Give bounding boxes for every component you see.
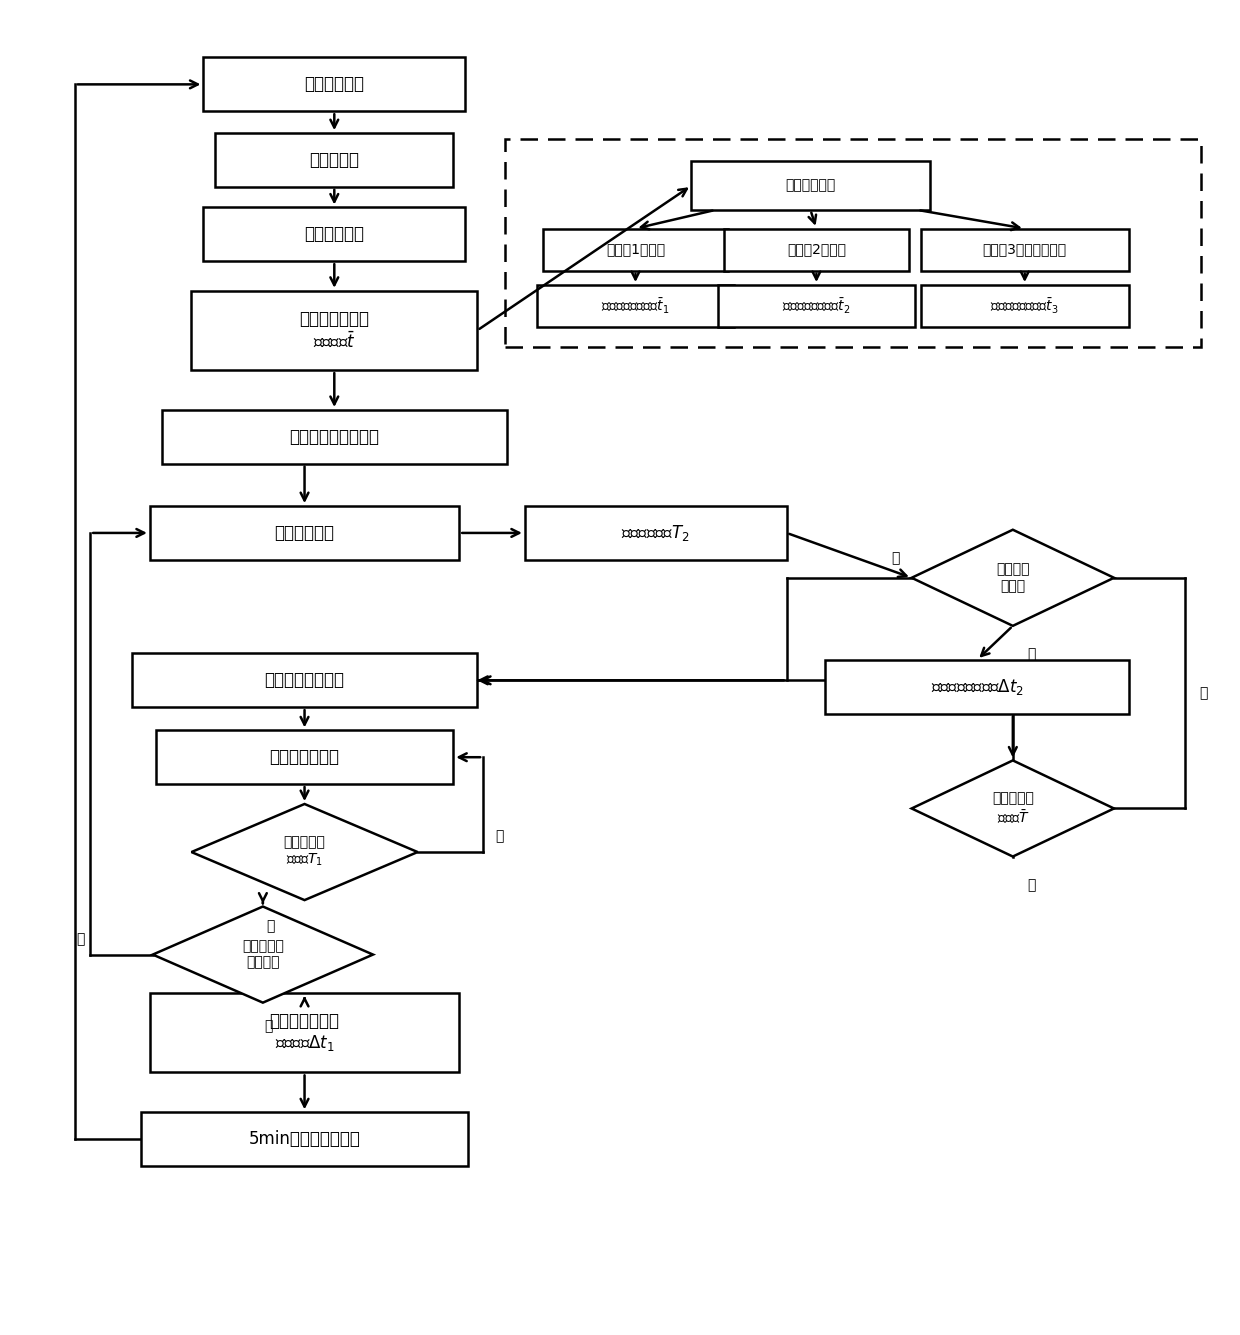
Text: 否: 否	[495, 829, 503, 844]
Text: 行人数量检测: 行人数量检测	[785, 179, 836, 192]
Polygon shape	[911, 530, 1114, 626]
Bar	[543, 228, 728, 271]
Text: 等待区域检
测到行人: 等待区域检 测到行人	[242, 940, 284, 969]
Text: 达到最小绿
灯时长$T_1$: 达到最小绿 灯时长$T_1$	[284, 836, 325, 869]
Bar	[141, 1112, 469, 1165]
Bar	[505, 139, 1200, 347]
Text: 感应控制启动: 感应控制启动	[304, 226, 365, 243]
Text: 检测新到
达行人: 检测新到 达行人	[996, 562, 1029, 593]
Text: 剩余绿灯缓冲时间$\bar{t}_2$: 剩余绿灯缓冲时间$\bar{t}_2$	[782, 296, 851, 315]
Text: 感应控制休眠: 感应控制休眠	[304, 75, 365, 93]
Text: 5min内未检测到行人: 5min内未检测到行人	[248, 1131, 361, 1148]
Polygon shape	[191, 804, 418, 900]
Text: 机动车绿灯相位: 机动车绿灯相位	[269, 748, 340, 766]
Bar	[156, 730, 454, 784]
Bar	[826, 659, 1128, 714]
Bar	[537, 284, 734, 327]
Text: 否: 否	[892, 551, 900, 566]
Bar	[718, 284, 915, 327]
Bar	[203, 207, 465, 262]
Bar	[203, 57, 465, 111]
Text: 初始绿灯时间$T_2$: 初始绿灯时间$T_2$	[621, 523, 689, 543]
Bar	[150, 506, 459, 559]
Bar	[191, 291, 477, 370]
Text: 剩余绿灯缓冲时间$\bar{t}_3$: 剩余绿灯缓冲时间$\bar{t}_3$	[991, 296, 1059, 315]
Text: 机动车绿灯相位结束: 机动车绿灯相位结束	[289, 427, 379, 446]
Text: 机动车绿灯相位
缓冲时间$\bar{t}$: 机动车绿灯相位 缓冲时间$\bar{t}$	[299, 310, 370, 351]
Polygon shape	[911, 761, 1114, 857]
Text: 检测到行人: 检测到行人	[309, 151, 360, 170]
Bar	[131, 653, 477, 708]
Bar	[525, 506, 786, 559]
Text: 检测到2个行人: 检测到2个行人	[787, 243, 846, 256]
Bar	[161, 410, 507, 463]
Text: 检测到3个及以上行人: 检测到3个及以上行人	[982, 243, 1066, 256]
Text: 单位延续绿灯时间$\Delta t_2$: 单位延续绿灯时间$\Delta t_2$	[931, 677, 1023, 697]
Text: 行人绿灯相位: 行人绿灯相位	[274, 523, 335, 542]
Text: 是: 是	[1027, 877, 1035, 892]
Text: 剩余绿灯缓冲时间$\bar{t}_1$: 剩余绿灯缓冲时间$\bar{t}_1$	[601, 296, 670, 315]
Polygon shape	[153, 906, 373, 1003]
Text: 是: 是	[267, 918, 275, 933]
Bar	[920, 284, 1128, 327]
Bar	[216, 134, 454, 187]
Text: 行人绿灯相位结束: 行人绿灯相位结束	[264, 672, 345, 689]
Text: 是: 是	[1027, 647, 1035, 661]
Text: 否: 否	[264, 1019, 273, 1033]
Bar	[920, 228, 1128, 271]
Text: 检测到1个行人: 检测到1个行人	[606, 243, 665, 256]
Text: 否: 否	[1200, 686, 1208, 700]
Bar	[150, 993, 459, 1072]
Text: 是: 是	[76, 932, 84, 947]
Text: 达到最大绿
灯时间$\bar{T}$: 达到最大绿 灯时间$\bar{T}$	[992, 792, 1034, 826]
Bar	[692, 162, 930, 210]
Bar	[724, 228, 909, 271]
Text: 机动车绿灯相位
时长增加$\Delta t_1$: 机动车绿灯相位 时长增加$\Delta t_1$	[269, 1012, 340, 1053]
